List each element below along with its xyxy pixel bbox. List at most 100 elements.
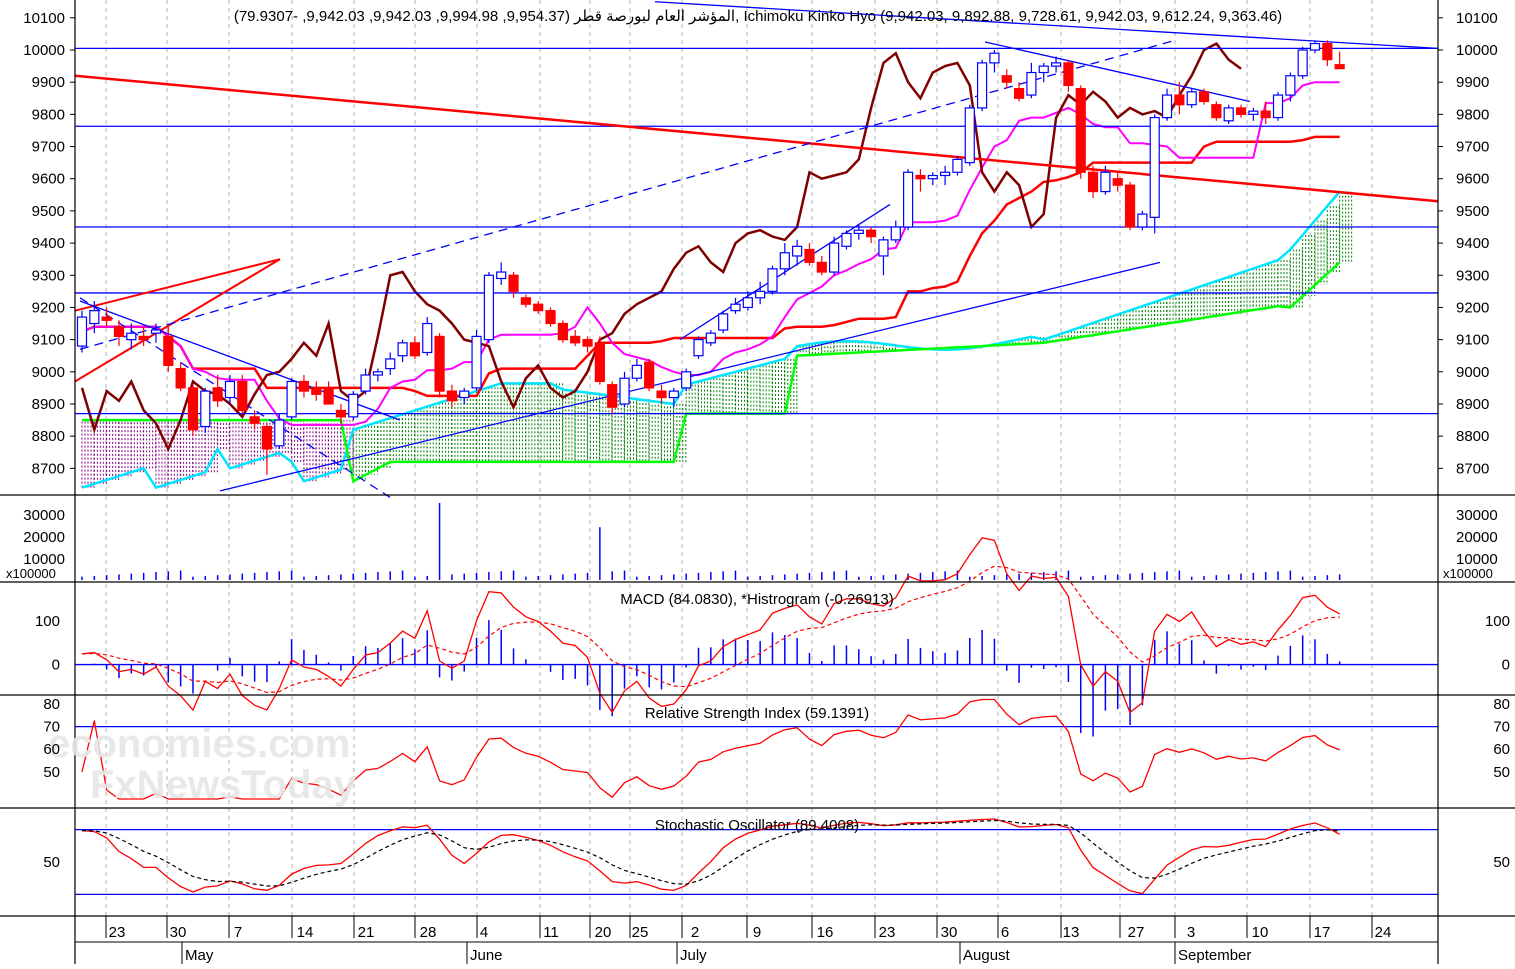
- rsi-tick-left: 80: [43, 696, 60, 713]
- candle-body: [360, 374, 371, 392]
- candle-body: [853, 229, 864, 235]
- price-tick-right: 10000: [1456, 42, 1498, 59]
- day-tick-label: 23: [879, 924, 896, 941]
- candle-body: [101, 316, 112, 321]
- candle-body: [1063, 62, 1074, 86]
- stochastic-tick-right: 50: [1493, 854, 1510, 871]
- candle-body: [1001, 75, 1012, 83]
- candle-body: [890, 226, 901, 241]
- candle-body: [656, 390, 667, 399]
- candle-body: [976, 62, 988, 109]
- stochastic-tick-left: 50: [43, 854, 60, 871]
- candle-body: [1087, 171, 1099, 193]
- candle-body: [1100, 171, 1111, 193]
- watermark-economies: economies.com: [48, 722, 350, 766]
- candle-body: [644, 361, 655, 389]
- candle-body: [1174, 94, 1185, 106]
- day-tick-label: 17: [1314, 924, 1331, 941]
- price-tick-right: 9600: [1456, 171, 1489, 188]
- volume-tick-left: 10000: [23, 551, 65, 568]
- short-uptrend-line: [74, 258, 281, 312]
- price-tick-right: 9800: [1456, 106, 1489, 123]
- candle-body: [878, 239, 889, 257]
- candle-body: [409, 342, 421, 357]
- day-tick-label: 24: [1375, 924, 1392, 941]
- volume-unit-right: x100000: [1443, 566, 1493, 581]
- rsi-tick-right: 70: [1493, 719, 1510, 736]
- candle-body: [631, 364, 642, 379]
- candle-body: [952, 158, 963, 173]
- price-tick-left: 9400: [32, 235, 65, 252]
- price-tick-left: 9900: [32, 74, 65, 91]
- macd-tick-right: 0: [1502, 657, 1510, 674]
- rsi-tick-right: 60: [1493, 741, 1510, 758]
- candle-body: [755, 290, 766, 299]
- candle-body: [1112, 178, 1123, 186]
- rsi-tick-left: 50: [43, 764, 60, 781]
- price-tick-right: 8800: [1456, 428, 1489, 445]
- candle-body: [841, 232, 852, 247]
- candle-body: [1026, 71, 1037, 96]
- candle-body: [212, 387, 223, 402]
- candle-body: [286, 380, 297, 418]
- price-tick-left: 10100: [23, 10, 65, 27]
- day-tick-label: 21: [358, 924, 375, 941]
- price-tick-left: 9500: [32, 203, 65, 220]
- candle-body: [323, 387, 334, 405]
- candle-body: [471, 335, 482, 389]
- candle-body: [385, 358, 396, 370]
- price-tick-right: 9100: [1456, 332, 1489, 349]
- candle-body: [927, 174, 938, 180]
- candle-body: [1038, 65, 1049, 74]
- candle-body: [508, 274, 519, 292]
- candle-body: [557, 322, 568, 341]
- candle-body: [224, 380, 236, 399]
- day-tick-label: 27: [1128, 924, 1145, 941]
- rsi-tick-right: 80: [1493, 696, 1510, 713]
- candle-body: [163, 335, 174, 366]
- macd-tick-left: 0: [52, 657, 60, 674]
- candle-body: [76, 316, 88, 347]
- day-tick-label: 6: [1001, 924, 1009, 941]
- candle-body: [582, 339, 593, 347]
- candle-body: [187, 387, 199, 431]
- volume-tick-left: 30000: [23, 507, 65, 524]
- price-tick-right: 9000: [1456, 364, 1489, 381]
- candle-body: [335, 409, 347, 418]
- day-tick-label: 2: [691, 924, 699, 941]
- price-tick-left: 8700: [32, 460, 65, 477]
- volume-tick-right: 10000: [1456, 551, 1498, 568]
- candle-body: [1272, 94, 1284, 119]
- candle-body: [964, 107, 975, 164]
- price-tick-left: 8800: [32, 428, 65, 445]
- candle-body: [989, 52, 1000, 64]
- day-tick-label: 28: [420, 924, 437, 941]
- day-tick-label: 20: [595, 924, 612, 941]
- price-tick-left: 9100: [32, 332, 65, 349]
- price-tick-left: 9800: [32, 106, 65, 123]
- candle-body: [792, 245, 803, 257]
- downtrend-channel: [79, 300, 401, 421]
- candle-body: [237, 380, 248, 412]
- candle-body: [89, 310, 100, 325]
- rsi-tick-left: 70: [43, 719, 60, 736]
- candle-body: [1235, 107, 1247, 115]
- candle-body: [533, 303, 544, 312]
- candle-body: [274, 419, 285, 447]
- candle-body: [1223, 107, 1234, 122]
- candle-body: [804, 248, 815, 263]
- macd-tick-right: 100: [1485, 613, 1510, 630]
- price-tick-right: 9500: [1456, 203, 1489, 220]
- price-panel-title: المؤشر العام لبورصة قطر (9,954.37, 9,994…: [234, 8, 1282, 25]
- candle-body: [1297, 49, 1308, 77]
- candle-body: [730, 303, 741, 312]
- senkou-span-a: [81, 190, 1341, 490]
- candle-body: [422, 322, 433, 354]
- candle-body: [126, 332, 137, 341]
- day-tick-label: 10: [1252, 924, 1269, 941]
- day-tick-label: 7: [234, 924, 242, 941]
- price-tick-left: 10000: [23, 42, 65, 59]
- macd-title: MACD (84.0830), *Histrogram (-0.26913): [620, 591, 893, 608]
- price-tick-left: 9200: [32, 299, 65, 316]
